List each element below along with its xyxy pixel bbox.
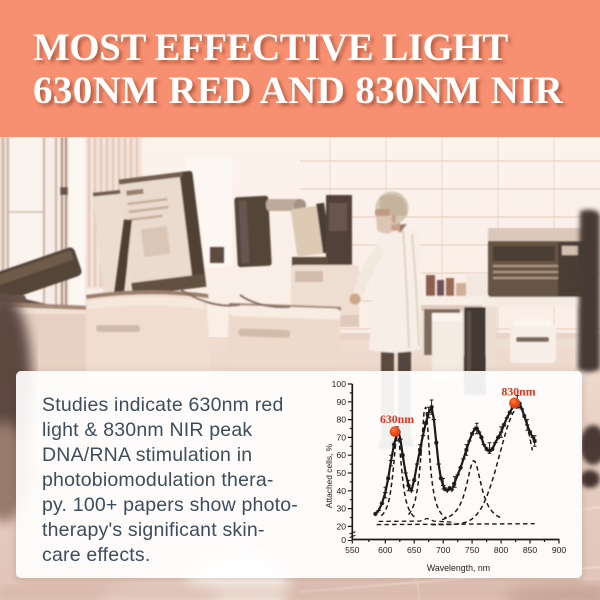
svg-text:20: 20: [336, 521, 346, 531]
svg-text:80: 80: [336, 415, 346, 425]
svg-text:70: 70: [336, 432, 346, 442]
svg-text:750: 750: [465, 545, 480, 555]
svg-text:900: 900: [552, 545, 567, 555]
svg-text:50: 50: [336, 468, 346, 478]
svg-text:Attached cells, %: Attached cells, %: [324, 443, 334, 508]
svg-text:650: 650: [407, 545, 422, 555]
svg-text:700: 700: [436, 545, 451, 555]
svg-text:100: 100: [332, 379, 347, 389]
svg-text:630nm: 630nm: [380, 412, 414, 426]
svg-text:850: 850: [523, 545, 538, 555]
svg-text:0: 0: [341, 535, 346, 545]
svg-text:550: 550: [345, 545, 360, 555]
svg-text:Wavelength, nm: Wavelength, nm: [427, 563, 490, 573]
svg-text:30: 30: [336, 504, 346, 514]
svg-text:800: 800: [494, 545, 509, 555]
svg-text:600: 600: [378, 545, 393, 555]
svg-text:40: 40: [336, 486, 346, 496]
svg-text:90: 90: [336, 397, 346, 407]
svg-text:830nm: 830nm: [501, 385, 535, 399]
svg-text:60: 60: [336, 450, 346, 460]
